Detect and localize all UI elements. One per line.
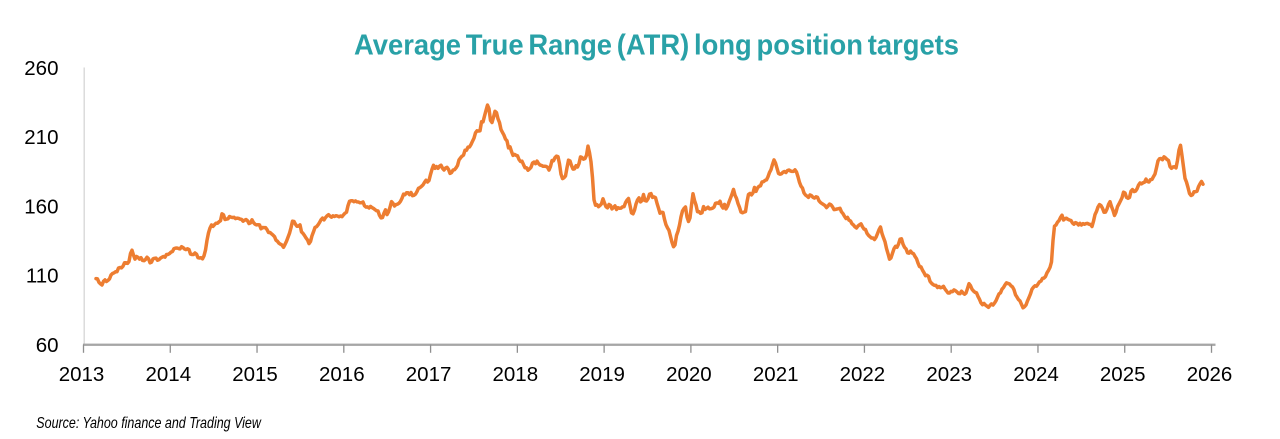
svg-text:160: 160 xyxy=(24,195,58,218)
svg-text:2023: 2023 xyxy=(926,363,972,386)
svg-text:260: 260 xyxy=(24,57,58,80)
svg-text:2018: 2018 xyxy=(492,363,538,386)
svg-text:2024: 2024 xyxy=(1013,363,1059,386)
svg-text:2019: 2019 xyxy=(579,363,625,386)
svg-text:2015: 2015 xyxy=(232,363,278,386)
svg-text:110: 110 xyxy=(26,265,59,288)
svg-text:60: 60 xyxy=(36,334,59,357)
svg-text:2025: 2025 xyxy=(1100,363,1146,386)
svg-text:2016: 2016 xyxy=(319,363,365,386)
svg-text:2026: 2026 xyxy=(1187,363,1233,386)
svg-text:2022: 2022 xyxy=(840,363,886,386)
svg-text:2021: 2021 xyxy=(753,363,799,386)
svg-text:2020: 2020 xyxy=(666,363,712,386)
svg-text:210: 210 xyxy=(24,126,58,149)
svg-text:2013: 2013 xyxy=(59,363,105,386)
svg-text:Average True Range (ATR) long: Average True Range (ATR) long position t… xyxy=(354,30,959,62)
svg-text:Source: Yahoo finance and Trad: Source: Yahoo finance and Trading View xyxy=(36,415,262,432)
svg-text:2014: 2014 xyxy=(145,363,191,386)
svg-text:2017: 2017 xyxy=(406,363,452,386)
